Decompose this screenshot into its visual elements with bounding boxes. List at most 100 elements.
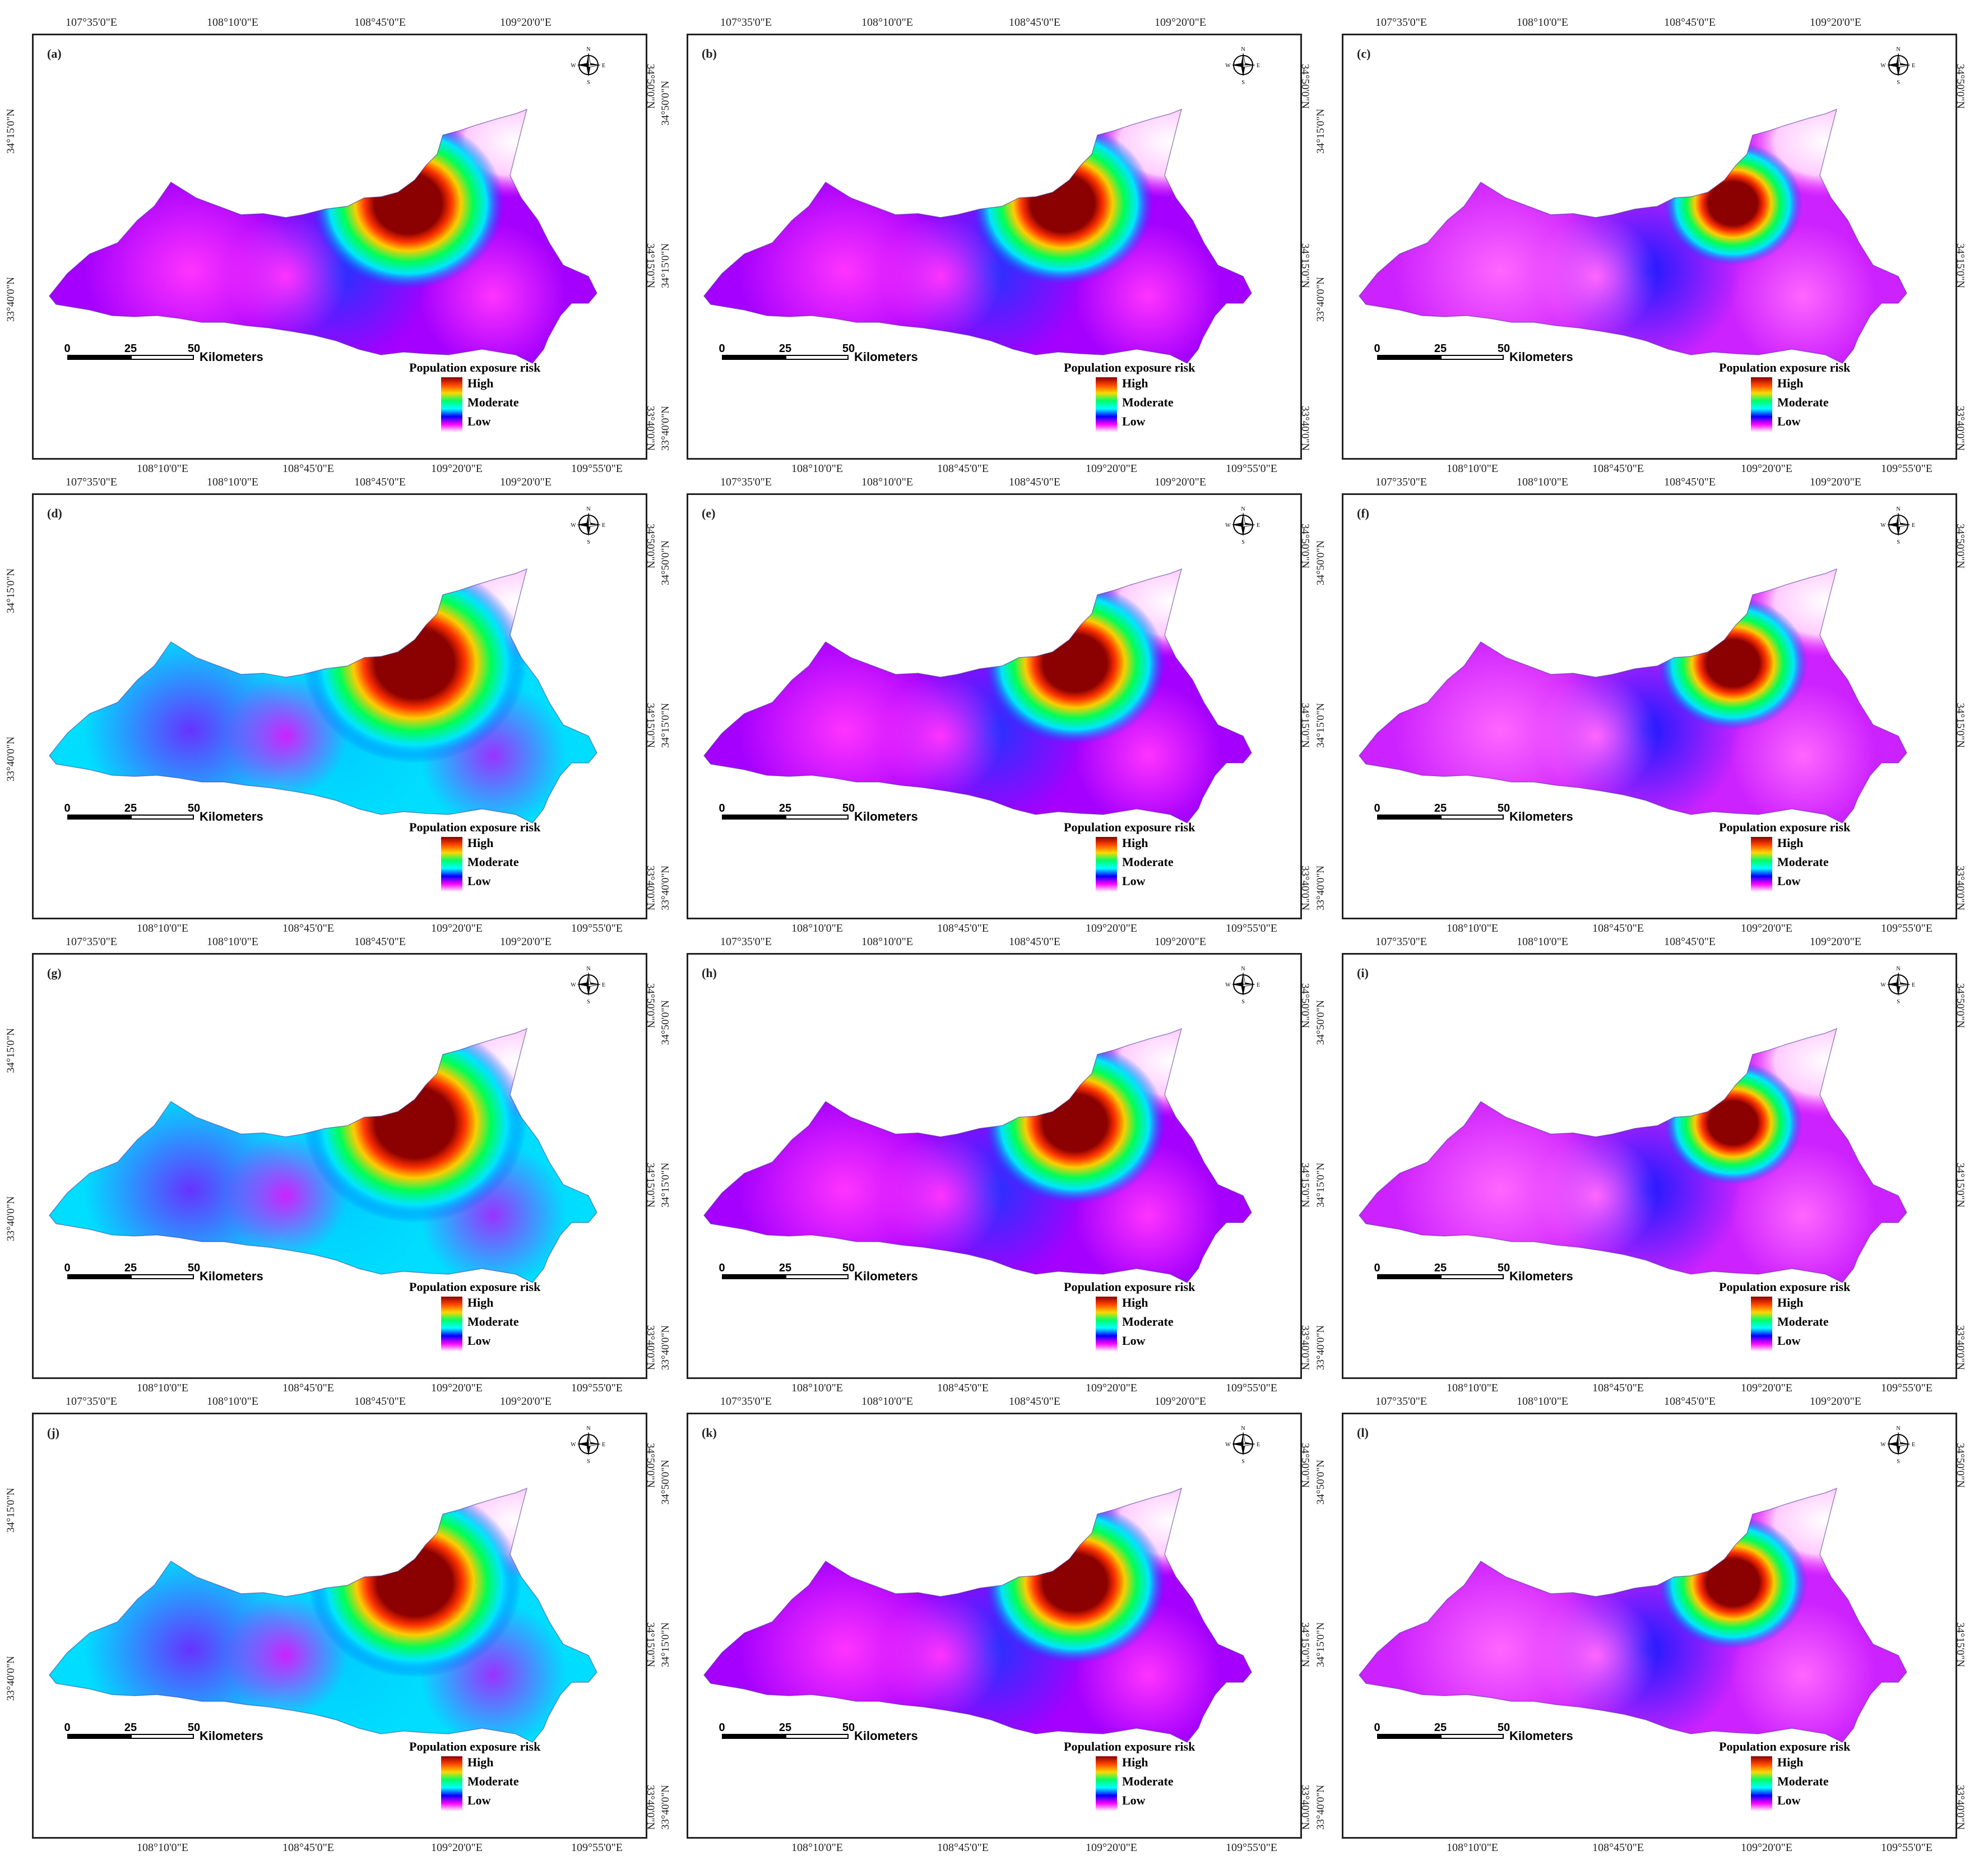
scale-bar: 0 25 50 Kilometers xyxy=(719,802,935,825)
bottom-longitude-tick: 109°20'0"E xyxy=(1086,1382,1137,1394)
compass-w: W xyxy=(1225,982,1231,988)
top-longitude-tick: 108°10'0"E xyxy=(207,476,258,488)
risk-surface-map xyxy=(49,108,597,364)
right-latitude-tick: 33°40'0"N xyxy=(645,406,656,451)
scale-bar-tick: 25 xyxy=(1434,343,1447,355)
left-latitude-tick: 34°50'0"N xyxy=(1315,540,1327,585)
scale-bar-segment-filled xyxy=(722,355,785,360)
scale-bar-unit: Kilometers xyxy=(854,809,918,823)
compass-e: E xyxy=(1257,1442,1260,1448)
north-arrow-compass-icon: N S W E xyxy=(1225,45,1261,85)
right-latitude-tick: 33°40'0"N xyxy=(1954,866,1966,910)
bottom-longitude-tick: 109°20'0"E xyxy=(431,1841,483,1854)
legend-title: Population exposure risk xyxy=(409,1739,541,1753)
bottom-longitude-tick: 108°10'0"E xyxy=(137,1382,188,1394)
scale-bar-tick: 25 xyxy=(124,343,137,355)
right-latitude-tick: 34°50'0"N xyxy=(1954,64,1966,109)
left-latitude-tick: 34°50'0"N xyxy=(660,540,671,585)
legend-level-high: High xyxy=(1777,1295,1804,1310)
bottom-longitude-tick: 109°20'0"E xyxy=(431,922,483,934)
risk-surface-map xyxy=(1359,568,1907,823)
compass-w: W xyxy=(1225,1442,1231,1448)
bottom-longitude-tick: 109°55'0"E xyxy=(1881,1841,1933,1854)
top-longitude-tick: 108°45'0"E xyxy=(1009,936,1060,948)
top-longitude-tick: 109°20'0"E xyxy=(1810,936,1861,948)
risk-surface-map xyxy=(703,568,1252,823)
legend-level-low: Low xyxy=(1122,414,1146,428)
top-longitude-tick: 109°20'0"E xyxy=(1155,476,1206,488)
top-longitude-tick: 109°20'0"E xyxy=(1810,476,1861,488)
scale-bar-tick: 0 xyxy=(1374,343,1380,355)
compass-w: W xyxy=(1880,63,1886,69)
legend-level-high: High xyxy=(1777,836,1804,850)
north-arrow-compass-icon: N S W E xyxy=(571,505,606,544)
legend-level-low: Low xyxy=(1122,874,1146,888)
scale-bar-tick: 50 xyxy=(187,343,201,355)
right-latitude-tick: 34°15'0"N xyxy=(1299,1163,1311,1207)
compass-e: E xyxy=(1257,63,1260,69)
scale-bar-segment-filled xyxy=(1377,1274,1440,1279)
scale-bar-tick: 50 xyxy=(842,343,855,355)
bottom-longitude-tick: 109°55'0"E xyxy=(1226,1841,1277,1854)
compass-s: S xyxy=(1241,80,1245,85)
scale-bar: 0 25 50 Kilometers xyxy=(1374,802,1590,825)
left-latitude-tick: 33°40'0"N xyxy=(660,1785,671,1830)
right-latitude-tick: 34°15'0"N xyxy=(1299,703,1311,748)
compass-n: N xyxy=(586,966,590,972)
scale-bar: 0 25 50 Kilometers xyxy=(64,802,280,825)
north-arrow-compass-icon: N S W E xyxy=(571,965,606,1004)
right-latitude-tick: 33°40'0"N xyxy=(645,1785,656,1830)
right-latitude-tick: 34°50'0"N xyxy=(645,64,656,109)
risk-legend: Population exposure risk High Moderate Low xyxy=(1064,360,1232,445)
risk-surface-map xyxy=(1359,108,1907,364)
legend-color-ramp xyxy=(441,837,462,892)
panel-letter: (a) xyxy=(47,47,62,61)
panel-letter: (e) xyxy=(702,506,716,520)
scale-bar-tick: 50 xyxy=(842,802,855,815)
left-latitude-tick: 34°15'0"N xyxy=(5,1028,17,1073)
compass-s: S xyxy=(587,80,590,85)
left-latitude-tick: 34°15'0"N xyxy=(5,109,17,154)
risk-legend: Population exposure risk High Moderate Low xyxy=(409,820,577,904)
risk-legend: Population exposure risk High Moderate Low xyxy=(1719,1280,1887,1364)
compass-e: E xyxy=(602,1442,605,1448)
scale-bar-segment-filled xyxy=(1377,355,1440,360)
legend-level-low: Low xyxy=(467,1334,491,1348)
compass-n: N xyxy=(1241,47,1245,53)
bottom-longitude-tick: 108°45'0"E xyxy=(1592,462,1644,475)
legend-level-high: High xyxy=(1777,1755,1804,1769)
bottom-longitude-tick: 109°55'0"E xyxy=(1226,922,1277,934)
compass-w: W xyxy=(1880,1442,1886,1448)
compass-s: S xyxy=(1897,999,1900,1004)
scale-bar-tick: 50 xyxy=(187,1262,201,1274)
top-longitude-tick: 108°10'0"E xyxy=(207,16,258,29)
risk-legend: Population exposure risk High Moderate Low xyxy=(1064,1280,1232,1364)
compass-e: E xyxy=(602,982,605,988)
bottom-longitude-tick: 109°55'0"E xyxy=(571,922,623,934)
top-longitude-tick: 107°35'0"E xyxy=(720,1395,772,1408)
legend-level-low: Low xyxy=(1122,1334,1146,1348)
map-panel-d: 107°35'0"E 108°10'0"E 108°45'0"E 109°20'0"E… xyxy=(5,476,656,934)
bottom-longitude-tick: 109°20'0"E xyxy=(1086,1841,1137,1854)
scale-bar-tick: 0 xyxy=(1374,802,1380,815)
panel-letter: (i) xyxy=(1357,966,1369,980)
legend-level-high: High xyxy=(1122,836,1148,850)
right-latitude-tick: 33°40'0"N xyxy=(645,866,656,910)
compass-w: W xyxy=(571,522,576,529)
top-longitude-tick: 107°35'0"E xyxy=(1375,1395,1427,1408)
legend-color-ramp xyxy=(1096,1756,1117,1811)
top-longitude-tick: 107°35'0"E xyxy=(1375,476,1427,488)
scale-bar-segment-empty xyxy=(785,1734,849,1739)
bottom-longitude-tick: 108°10'0"E xyxy=(791,1382,843,1394)
legend-color-ramp xyxy=(441,377,462,432)
scale-bar-segment-filled xyxy=(67,355,131,360)
left-latitude-tick: 33°40'0"N xyxy=(1315,866,1327,910)
risk-legend: Population exposure risk High Moderate Low xyxy=(1064,820,1232,904)
right-latitude-tick: 34°50'0"N xyxy=(1299,64,1311,109)
bottom-longitude-tick: 109°20'0"E xyxy=(1741,1841,1792,1854)
panel-letter: (k) xyxy=(702,1426,717,1440)
scale-bar-unit: Kilometers xyxy=(200,809,263,823)
top-longitude-tick: 109°20'0"E xyxy=(1810,16,1861,29)
compass-w: W xyxy=(1880,982,1886,988)
legend-level-low: Low xyxy=(1777,874,1801,888)
